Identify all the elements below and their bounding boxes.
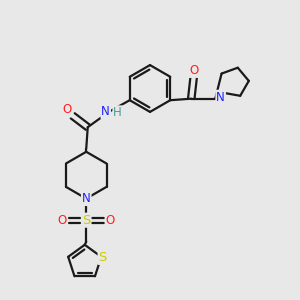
Text: O: O [58, 214, 67, 227]
Text: O: O [106, 214, 115, 227]
Text: S: S [82, 214, 90, 227]
Text: N: N [216, 91, 225, 104]
Text: H: H [113, 106, 122, 119]
Text: N: N [82, 192, 91, 205]
Text: N: N [101, 105, 110, 118]
Text: S: S [99, 251, 107, 264]
Text: O: O [189, 64, 198, 77]
Text: O: O [63, 103, 72, 116]
